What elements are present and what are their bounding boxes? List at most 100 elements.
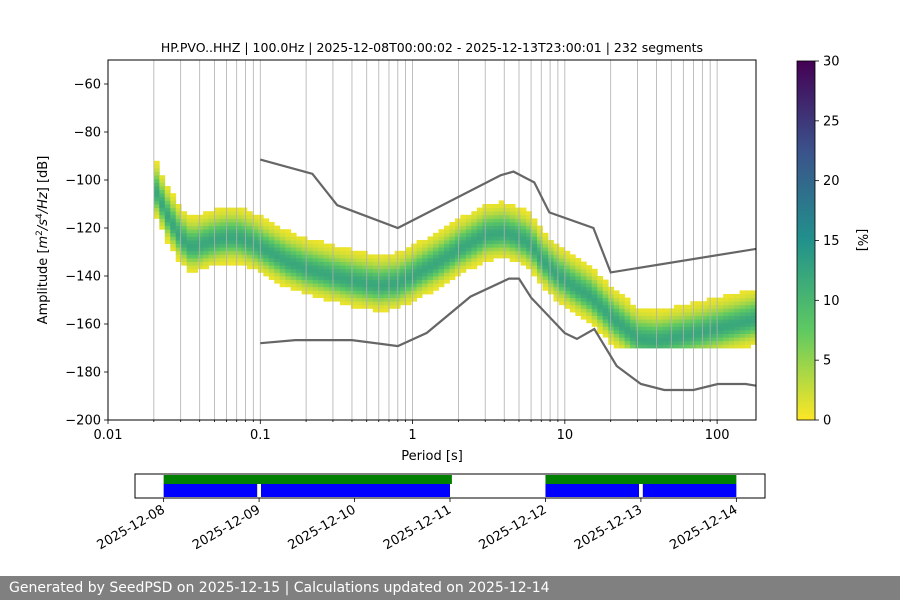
heatmap-cell [608,286,615,291]
heatmap-cell [225,222,231,226]
heatmap-cell [192,240,199,244]
heatmap-cell [268,243,275,248]
heatmap-cell [460,222,467,226]
heatmap-cell [537,225,543,230]
heatmap-cell [608,315,615,320]
heatmap-cell [564,272,571,277]
heatmap-cell [651,340,658,345]
heatmap-cell [498,236,505,241]
heatmap-cell [641,337,647,342]
heatmap-cell [246,258,253,262]
heatmap-cell [274,276,281,280]
heatmap-cell [197,258,204,262]
heatmap-cell [263,229,270,234]
heatmap-cell [646,315,653,320]
heatmap-cell [170,204,177,208]
heatmap-cell [367,290,374,295]
heatmap-cell [651,326,658,331]
heatmap-cell [597,290,604,295]
heatmap-cell [630,304,636,309]
heatmap-cell [186,265,193,270]
heatmap-cell [252,261,259,266]
heatmap-cell [367,286,374,291]
heatmap-cell [657,344,664,349]
heatmap-cell [197,222,204,226]
heatmap-cell [301,261,308,266]
heatmap-cell [235,214,242,219]
heatmap-cell [712,312,719,316]
heatmap-cell [405,301,412,306]
heatmap-cell [361,297,368,302]
heatmap-cell [312,258,319,262]
heatmap-cell [367,272,374,277]
heatmap-cell [454,218,461,223]
heatmap-cell [181,222,188,226]
heatmap-cell [186,243,193,248]
heatmap-cell [301,247,308,252]
date-tick-label: 2025-12-08 [95,502,168,553]
heatmap-cell [673,315,680,320]
heatmap-cell [312,279,319,284]
heatmap-cell [673,340,680,345]
heatmap-cell [586,297,593,302]
heatmap-cell [170,225,177,230]
heatmap-cell [569,279,576,284]
heatmap-cell [673,304,680,309]
heatmap-cell [301,265,308,270]
heatmap-cell [476,261,483,266]
heatmap-cell [580,290,587,295]
heatmap-cell [624,308,631,313]
heatmap-cell [750,290,756,295]
heatmap-cell [208,258,215,262]
heatmap-cell [290,261,297,266]
heatmap-cell [526,225,532,230]
heatmap-cell [383,308,390,313]
heatmap-cell [405,247,412,252]
heatmap-cell [246,211,253,216]
heatmap-cell [345,268,352,273]
heatmap-cell [405,265,412,270]
heatmap-cell [526,232,532,237]
heatmap-cell [717,322,724,327]
heatmap-cell [329,294,335,298]
heatmap-cell [312,247,319,252]
heatmap-cell [630,330,636,334]
heatmap-cell [591,283,598,288]
heatmap-cell [657,326,664,331]
heatmap-cell [597,286,604,291]
heatmap-cell [219,211,226,216]
heatmap-cell [356,254,363,259]
heatmap-cell [334,276,341,280]
heatmap-cell [350,261,357,266]
heatmap-cell [487,207,494,212]
heatmap-cell [339,258,346,262]
heatmap-cell [186,222,193,226]
heatmap-cell [613,322,620,327]
heatmap-cell [257,218,264,223]
heatmap-cell [619,315,626,320]
heatmap-cell [542,254,549,259]
heatmap-cell [175,258,182,262]
heatmap-cell [301,283,308,288]
heatmap-cell [673,330,680,334]
heatmap-cell [723,315,730,320]
heatmap-cell [728,326,735,331]
heatmap-cell [186,218,193,223]
heatmap-cell [312,240,319,244]
heatmap-cell [257,265,264,270]
heatmap-cell [372,268,379,273]
heatmap-cell [646,330,653,334]
heatmap-cell [717,304,724,309]
heatmap-cell [329,250,335,255]
heatmap-cell [591,294,598,298]
heatmap-cell [192,229,199,234]
heatmap-cell [602,283,609,288]
heatmap-cell [383,265,390,270]
heatmap-cell [745,333,751,338]
heatmap-cell [553,286,560,291]
heatmap-cell [750,337,756,342]
heatmap-cell [422,276,428,280]
heatmap-cell [153,214,160,219]
heatmap-cell [416,261,423,266]
heatmap-cell [476,243,483,248]
